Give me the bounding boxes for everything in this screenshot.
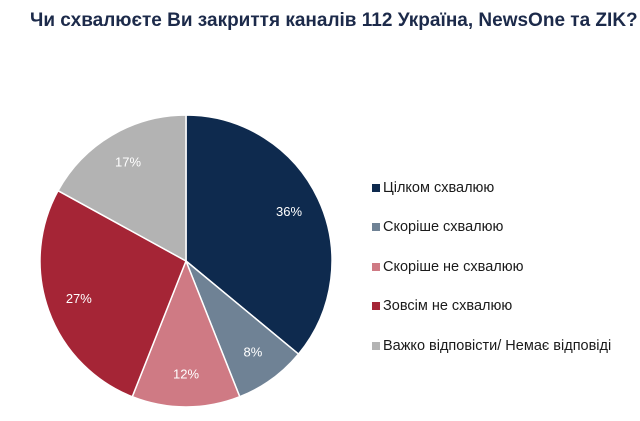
legend-item: Скоріше схвалюю	[372, 208, 611, 248]
legend-item: Важко відповісти/ Немає відповіді	[372, 326, 611, 366]
slice-value-label: 8%	[244, 345, 263, 360]
legend-swatch	[372, 341, 380, 350]
legend-label: Цілком схвалюю	[383, 179, 495, 196]
slice-value-label: 12%	[173, 366, 199, 381]
legend-label: Зовсім не схвалюю	[383, 298, 513, 315]
slice-value-label: 27%	[66, 291, 92, 306]
legend-label: Важко відповісти/ Немає відповіді	[383, 337, 612, 354]
legend-swatch	[372, 302, 380, 311]
pie-slice	[39, 189, 187, 398]
legend-item: Цілком схвалюю	[372, 168, 611, 208]
legend-swatch	[372, 223, 380, 232]
pie-slice	[185, 114, 333, 356]
chart-title: Чи схвалюєте Ви закриття каналів 112 Укр…	[30, 10, 638, 31]
pie-slice	[131, 258, 241, 408]
legend-label: Скоріше не схвалюю	[383, 258, 524, 275]
legend-item: Зовсім не схвалюю	[372, 287, 611, 327]
slice-value-label: 17%	[115, 154, 141, 169]
legend-swatch	[372, 183, 380, 192]
slice-value-label: 36%	[276, 204, 302, 219]
legend: Цілком схвалюю Скоріше схвалюю Скоріше не …	[372, 168, 611, 366]
legend-label: Скоріше схвалюю	[383, 219, 504, 236]
legend-swatch	[372, 262, 380, 271]
pie-slice	[57, 114, 187, 263]
legend-item: Скоріше не схвалюю	[372, 247, 611, 287]
